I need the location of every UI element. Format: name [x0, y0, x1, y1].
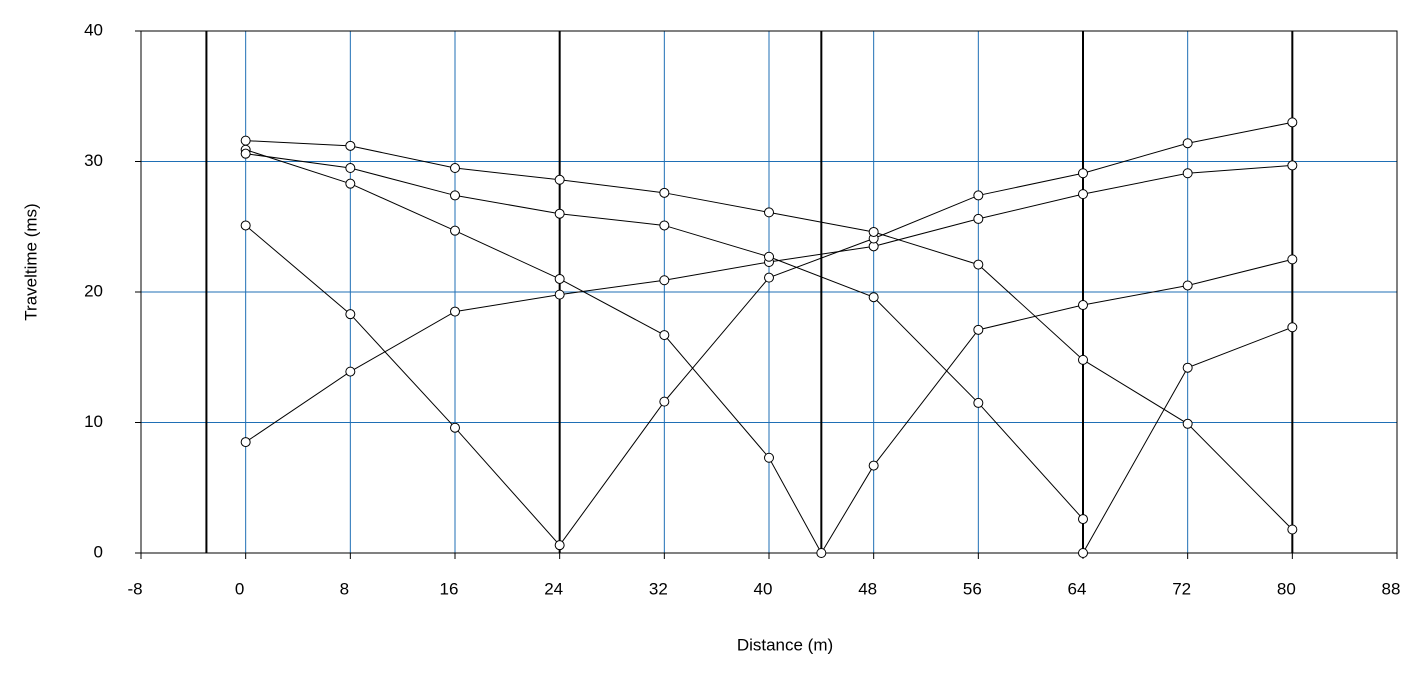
data-point — [764, 452, 774, 463]
data-point — [764, 251, 774, 262]
data-point — [973, 324, 984, 335]
data-point — [868, 226, 879, 237]
series-line — [245, 153, 1293, 555]
data-point — [240, 135, 251, 146]
x-tick-label: 88 — [1382, 579, 1401, 598]
data-point — [1078, 514, 1088, 525]
data-point — [1182, 168, 1193, 179]
data-point — [1078, 548, 1088, 558]
x-tick-label: 48 — [858, 579, 877, 598]
data-point — [1078, 168, 1088, 179]
data-point — [240, 148, 251, 159]
x-tick-label: 16 — [440, 579, 459, 598]
data-point — [240, 220, 251, 231]
data-point — [345, 163, 356, 174]
plot-frame — [140, 30, 1398, 554]
x-tick-label: 72 — [1172, 579, 1191, 598]
data-point — [450, 422, 460, 433]
y-tick-label: 20 — [84, 281, 103, 300]
data-point — [345, 178, 356, 189]
data-point — [868, 292, 879, 303]
data-point — [973, 190, 984, 201]
data-point — [973, 259, 984, 270]
data-point — [554, 208, 565, 219]
x-tick-label: 8 — [340, 579, 349, 598]
x-axis-label: Distance (m) — [737, 635, 833, 654]
data-point — [973, 397, 984, 408]
x-tick-label: 32 — [649, 579, 668, 598]
data-point — [1287, 322, 1298, 333]
data-point — [554, 540, 565, 551]
data-point — [345, 309, 356, 320]
data-point — [345, 366, 356, 377]
data-point — [659, 330, 670, 341]
data-point — [1182, 138, 1193, 149]
x-tick-label: 64 — [1068, 579, 1087, 598]
x-tick-label: 56 — [963, 579, 982, 598]
data-point — [764, 207, 774, 218]
x-tick-label: 24 — [544, 579, 563, 598]
data-point — [764, 272, 774, 283]
data-point — [240, 437, 251, 448]
data-point — [1078, 354, 1088, 365]
data-point — [450, 163, 460, 174]
y-tick-label: 0 — [94, 542, 103, 561]
data-point — [973, 213, 984, 224]
x-tick-label: 40 — [754, 579, 773, 598]
data-point — [554, 273, 565, 284]
y-tick-label: 40 — [84, 20, 103, 39]
data-point — [816, 548, 827, 558]
data-point — [450, 306, 460, 317]
data-point — [1287, 524, 1298, 535]
data-point — [450, 225, 460, 236]
data-point — [659, 275, 670, 286]
data-point — [1182, 418, 1193, 429]
data-point — [1078, 189, 1088, 200]
y-tick-label: 30 — [84, 151, 103, 170]
data-point — [659, 396, 670, 407]
y-axis-label: Traveltime (ms) — [21, 203, 40, 320]
data-point — [554, 289, 565, 300]
data-point — [345, 140, 356, 151]
data-point — [554, 174, 565, 185]
data-point — [1287, 254, 1298, 265]
y-tick-label: 10 — [84, 412, 103, 431]
x-tick-label: 0 — [235, 579, 244, 598]
data-point — [1287, 117, 1298, 128]
x-tick-label: -8 — [127, 579, 142, 598]
data-point — [868, 460, 879, 471]
series-line — [245, 149, 1293, 555]
data-point — [1287, 160, 1298, 171]
x-tick-label: 80 — [1277, 579, 1296, 598]
data-point — [450, 190, 460, 201]
data-point — [659, 220, 670, 231]
data-point — [659, 187, 670, 198]
data-point — [1182, 280, 1193, 291]
data-point — [1182, 362, 1193, 373]
data-point — [1078, 300, 1088, 311]
